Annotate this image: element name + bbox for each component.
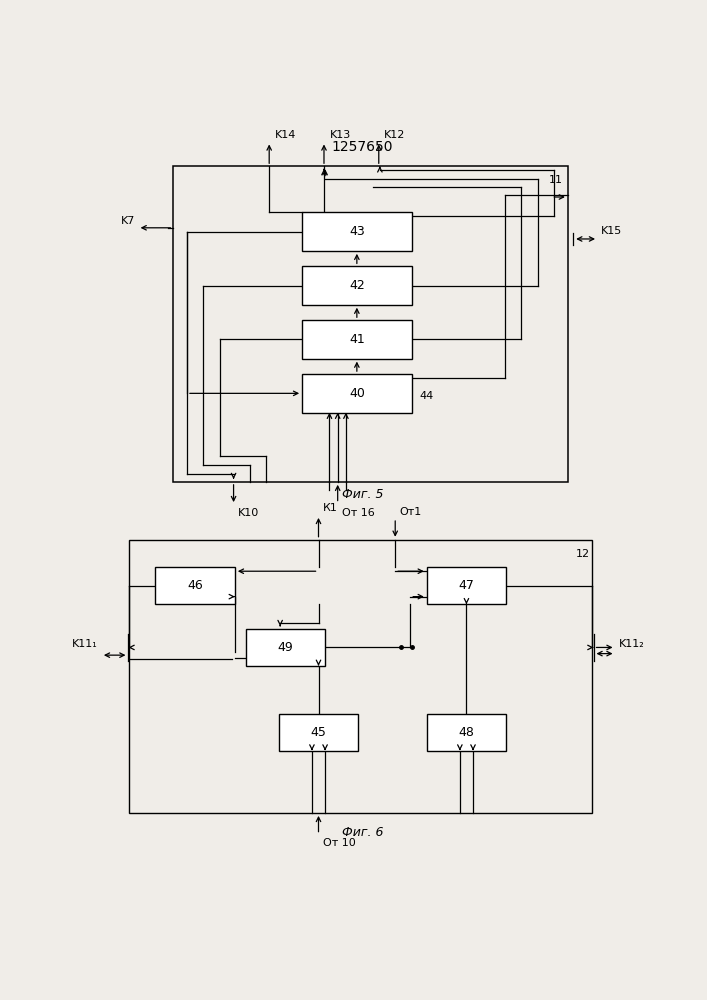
Bar [427,714,506,751]
Text: K12: K12 [385,130,406,140]
Text: 49: 49 [278,641,293,654]
Text: K14: K14 [275,130,296,140]
Text: К1: К1 [323,503,338,513]
Text: K7: K7 [121,216,135,226]
Text: K11₁: K11₁ [72,639,98,649]
Text: 1257650: 1257650 [332,140,393,154]
Bar [302,374,411,413]
Text: K15: K15 [601,226,622,236]
Bar [302,320,411,359]
Text: 12: 12 [575,549,590,559]
Bar [302,212,411,251]
Text: От1: От1 [399,507,422,517]
Text: 44: 44 [420,391,434,401]
Text: 41: 41 [349,333,365,346]
Bar [246,629,325,666]
Text: 43: 43 [349,225,365,238]
Text: От 10: От 10 [323,838,356,848]
Text: K13: K13 [329,130,351,140]
Bar [129,540,592,813]
Text: 46: 46 [187,579,203,592]
Text: 47: 47 [459,579,474,592]
Text: 42: 42 [349,279,365,292]
Text: Фиг. 6: Фиг. 6 [341,826,383,839]
Text: 45: 45 [310,726,327,739]
Text: Фиг. 5: Фиг. 5 [341,488,383,501]
Bar [302,266,411,305]
Text: 48: 48 [459,726,474,739]
Text: 11: 11 [549,175,563,185]
Text: K10: K10 [238,508,259,518]
Text: 40: 40 [349,387,365,400]
Bar [427,567,506,604]
Bar [156,567,235,604]
Text: От 16: От 16 [342,508,375,518]
Bar [279,714,358,751]
Text: K11₂: K11₂ [619,639,645,649]
Bar [173,166,568,482]
